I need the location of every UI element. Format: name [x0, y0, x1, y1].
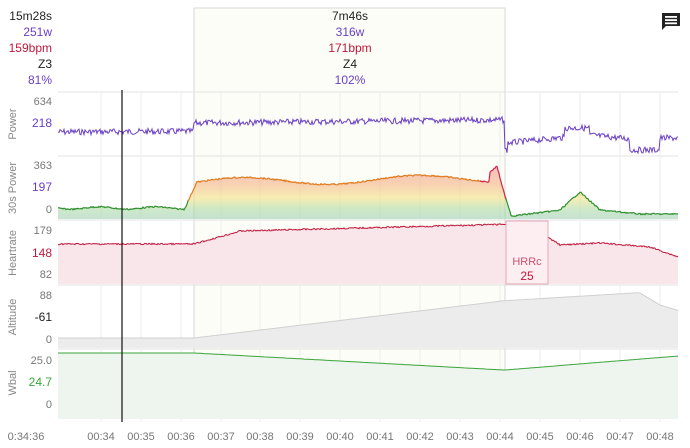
altitude-tick-max: 88 [40, 290, 52, 302]
altitude-fill [58, 292, 678, 348]
hrrc-value: 25 [520, 269, 534, 283]
power30-series-mid [187, 174, 483, 202]
x-tick-label: 00:35 [127, 431, 155, 443]
heartrate-current-value: 148 [32, 246, 52, 260]
wbal-tick-max: 25.0 [31, 355, 52, 367]
ride-zone: Z3 [37, 57, 52, 71]
altitude-tick-min: 0 [46, 334, 52, 346]
wbal-series [58, 352, 679, 371]
power30-axis-label: 30s Power [7, 162, 19, 214]
x-tick-label: 00:34 [87, 431, 115, 443]
x-tick-label: 00:44 [486, 431, 514, 443]
ride-heartrate: 159bpm [8, 41, 52, 55]
wbal-axis-label: Wbal [7, 370, 19, 395]
x-tick-label: 00:38 [246, 431, 274, 443]
x-tick-label: 00:41 [366, 431, 394, 443]
power30-current-value: 197 [32, 180, 52, 194]
hrrc-label: HRRc [512, 256, 542, 268]
wbal-fill [58, 353, 678, 418]
selection-power: 316w [335, 25, 365, 39]
selection-duration: 7m46s [331, 9, 369, 23]
ride-power: 251w [23, 25, 52, 39]
heartrate-fill [58, 223, 678, 284]
selection-summary: 7m46s 316w 171bpm Z4 102% [300, 8, 400, 88]
wbal-tick-min: 0 [46, 399, 52, 411]
power-axis-label: Power [7, 108, 19, 140]
power30-series-low [57, 199, 190, 211]
selection-heartrate: 171bpm [328, 41, 372, 55]
power30-tick-max: 363 [34, 160, 52, 172]
x-tick-label: 00:46 [566, 431, 594, 443]
x-tick-label: 0:34:36 [8, 431, 45, 443]
altitude-axis-label: Altitude [7, 299, 19, 336]
wbal-current-value: 24.7 [29, 375, 53, 389]
selection-zone: Z4 [342, 57, 357, 71]
power30-zone-fill [58, 166, 678, 219]
heartrate-axis-label: Heartrate [7, 230, 19, 276]
x-tick-label: 00:36 [167, 431, 195, 443]
selection-percent: 102% [334, 73, 366, 87]
ride-percent: 81% [27, 73, 52, 87]
x-tick-label: 00:48 [646, 431, 674, 443]
ride-summary: 15m28s 251w 159bpm Z3 81% [2, 8, 52, 88]
power-series [57, 115, 679, 155]
comment-menu-icon [662, 13, 680, 30]
heartrate-series [57, 223, 679, 258]
power30-tick-min: 0 [46, 204, 52, 216]
x-tick-label: 00:47 [606, 431, 634, 443]
heartrate-tick-max: 179 [34, 225, 52, 237]
ride-duration: 15m28s [9, 9, 52, 23]
power-current-value: 218 [32, 116, 52, 130]
x-tick-label: 00:42 [406, 431, 434, 443]
comment-menu-button[interactable] [660, 12, 682, 32]
x-tick-label: 00:43 [446, 431, 474, 443]
power30-series-high [479, 165, 507, 200]
power30-series-low-tail [504, 191, 678, 218]
x-tick-label: 00:39 [286, 431, 314, 443]
hrrc-annotation[interactable]: HRRc 25 [505, 220, 549, 285]
altitude-current-value: -61 [35, 310, 53, 324]
x-tick-label: 00:40 [326, 431, 354, 443]
x-tick-label: 00:37 [207, 431, 235, 443]
x-axis-ticks: 0:34:36 00:34 00:35 00:36 00:37 00:38 00:39 00:… [8, 431, 674, 443]
power-tick-max: 634 [34, 96, 52, 108]
x-tick-label: 00:45 [526, 431, 554, 443]
heartrate-tick-min: 82 [40, 269, 52, 281]
altitude-series [58, 292, 679, 339]
